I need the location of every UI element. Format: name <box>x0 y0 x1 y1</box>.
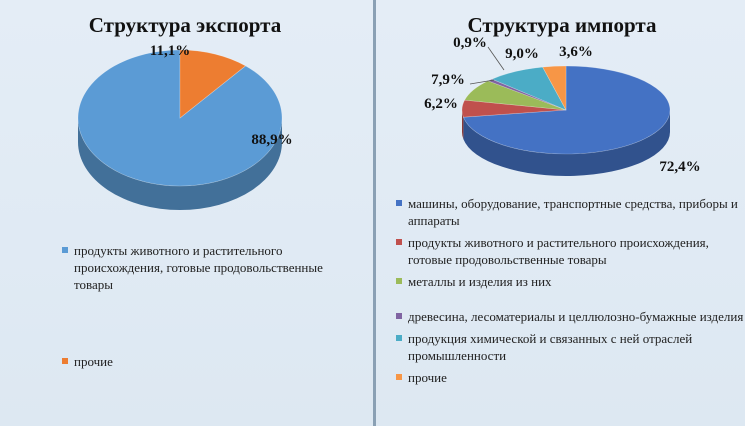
legend-label: продукты животного и растительного проис… <box>74 243 323 292</box>
export-legend-item-food: продукты животного и растительного проис… <box>62 242 352 293</box>
pie-slice <box>491 66 567 111</box>
export-chart-title: Структура экспорта <box>89 13 282 37</box>
legend-swatch <box>62 247 68 253</box>
legend-swatch <box>62 358 68 364</box>
pie-slice <box>179 49 247 119</box>
data-label-import-metals: 7,9% <box>431 72 465 88</box>
data-label-export-other: 11,1% <box>150 43 190 59</box>
pie-slice-side <box>463 110 670 176</box>
import-legend: машины, оборудование, транспортные средс… <box>396 195 744 386</box>
legend-label: прочие <box>74 354 113 369</box>
import-legend-item-machinery: машины, оборудование, транспортные средс… <box>396 195 744 229</box>
legend-swatch <box>396 313 402 319</box>
legend-label: машины, оборудование, транспортные средс… <box>408 196 738 228</box>
pie-slice-side <box>78 118 282 210</box>
import-legend-item-other: прочие <box>396 369 744 386</box>
import-legend-item-chemical: продукция химической и связанных с ней о… <box>396 330 744 364</box>
legend-label: металлы и изделия из них <box>408 274 552 289</box>
pie-slice <box>462 65 671 155</box>
data-label-import-food: 6,2% <box>424 96 458 112</box>
data-label-import-chemical: 9,0% <box>505 46 539 62</box>
legend-swatch <box>396 335 402 341</box>
data-label-export-food: 88,9% <box>251 132 292 148</box>
panel-divider <box>373 0 376 426</box>
legend-swatch <box>396 278 402 284</box>
pie-slice <box>461 99 567 118</box>
data-label-import-wood: 0,9% <box>453 35 487 51</box>
legend-swatch <box>396 239 402 245</box>
data-label-import-other: 3,6% <box>559 44 593 60</box>
export-panel: Структура экспорта 88,9% 11,1% продукты ж… <box>0 0 373 426</box>
import-chart-title: Структура импорта <box>468 13 657 37</box>
pie-slice-side <box>462 110 464 140</box>
legend-label: продукция химической и связанных с ней о… <box>408 331 693 363</box>
export-legend-item-other: прочие <box>62 353 352 370</box>
leader-line <box>487 46 505 71</box>
data-label-import-machinery: 72,4% <box>659 159 700 175</box>
import-pie-chart: Структура импорта 72,4% 6,2% 7,9% 0,9% 9,0% 3… <box>424 13 701 176</box>
export-pie-chart: Структура экспорта 88,9% 11,1% <box>77 13 293 210</box>
legend-label: продукты животного и растительного проис… <box>408 235 709 267</box>
legend-label: древесина, лесоматериалы и целлюлозно-бу… <box>408 309 744 324</box>
legend-label: прочие <box>408 370 447 385</box>
import-panel: Структура импорта 72,4% 6,2% 7,9% 0,9% 9,0% 3… <box>376 0 745 426</box>
pie-slice <box>542 65 567 111</box>
import-legend-item-wood: древесина, лесоматериалы и целлюлозно-бу… <box>396 308 744 325</box>
pie-slice <box>77 49 283 187</box>
import-legend-item-food: продукты животного и растительного проис… <box>396 234 744 268</box>
legend-swatch <box>396 200 402 206</box>
import-legend-item-metals: металлы и изделия из них <box>396 273 744 290</box>
export-legend: продукты животного и растительного проис… <box>62 242 352 370</box>
legend-swatch <box>396 374 402 380</box>
leader-line <box>469 79 495 85</box>
